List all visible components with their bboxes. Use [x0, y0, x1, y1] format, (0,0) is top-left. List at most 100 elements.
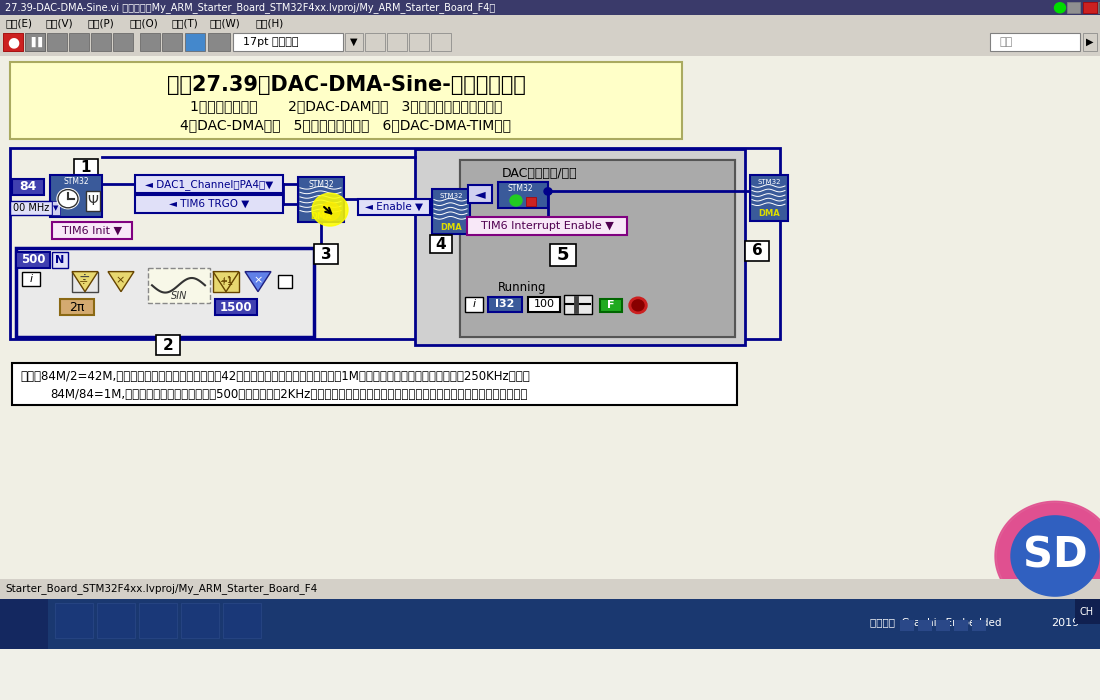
- FancyBboxPatch shape: [745, 241, 769, 260]
- FancyBboxPatch shape: [0, 30, 1100, 55]
- FancyBboxPatch shape: [314, 244, 338, 265]
- FancyBboxPatch shape: [564, 295, 592, 314]
- Text: 27.39-DAC-DMA-Sine.vi 程序框图（My_ARM_Starter_Board_STM32F4xx.lvproj/My_ARM_Starter_: 27.39-DAC-DMA-Sine.vi 程序框图（My_ARM_Starte…: [6, 2, 495, 13]
- Text: ▶: ▶: [1087, 37, 1093, 47]
- FancyBboxPatch shape: [52, 251, 68, 268]
- FancyBboxPatch shape: [148, 268, 210, 302]
- Text: STM32: STM32: [757, 179, 781, 186]
- Polygon shape: [1000, 506, 1100, 606]
- Text: ◄ DAC1_Channel（PA4）▼: ◄ DAC1_Channel（PA4）▼: [145, 178, 273, 190]
- Text: TIM6 Init ▼: TIM6 Init ▼: [62, 225, 122, 236]
- Polygon shape: [998, 503, 1100, 608]
- Text: Starter_Board_STM32F4xx.lvproj/My_ARM_Starter_Board_F4: Starter_Board_STM32F4xx.lvproj/My_ARM_St…: [6, 583, 317, 594]
- FancyBboxPatch shape: [3, 33, 23, 51]
- FancyBboxPatch shape: [0, 598, 1100, 649]
- Text: 500: 500: [21, 253, 45, 266]
- Polygon shape: [72, 272, 98, 292]
- Text: ÷: ÷: [78, 271, 89, 285]
- Text: 窗口(W): 窗口(W): [210, 18, 241, 28]
- Text: Ψ: Ψ: [88, 195, 98, 209]
- Text: DAC中断使能/关闭: DAC中断使能/关闭: [503, 167, 578, 180]
- Polygon shape: [245, 272, 271, 292]
- FancyBboxPatch shape: [97, 603, 135, 638]
- Text: STM32: STM32: [439, 193, 463, 199]
- FancyBboxPatch shape: [47, 33, 67, 51]
- Polygon shape: [213, 272, 239, 292]
- Text: F: F: [607, 300, 615, 310]
- Text: ▼: ▼: [53, 205, 58, 211]
- FancyBboxPatch shape: [223, 603, 261, 638]
- FancyBboxPatch shape: [139, 603, 177, 638]
- Text: CH: CH: [1080, 607, 1094, 617]
- Text: STM32: STM32: [507, 184, 532, 193]
- Text: 3: 3: [321, 247, 331, 262]
- FancyBboxPatch shape: [135, 195, 283, 214]
- FancyBboxPatch shape: [954, 620, 968, 631]
- Text: 1500: 1500: [220, 301, 252, 314]
- FancyBboxPatch shape: [10, 62, 682, 139]
- Text: 项目(P): 项目(P): [88, 18, 114, 28]
- FancyBboxPatch shape: [10, 200, 52, 215]
- FancyBboxPatch shape: [16, 251, 50, 268]
- Text: 2019: 2019: [1050, 618, 1079, 629]
- FancyBboxPatch shape: [528, 297, 560, 312]
- FancyBboxPatch shape: [182, 603, 219, 638]
- FancyBboxPatch shape: [55, 603, 94, 638]
- FancyBboxPatch shape: [550, 244, 576, 266]
- Text: SIN: SIN: [170, 291, 187, 301]
- FancyBboxPatch shape: [0, 15, 1100, 30]
- Text: +1: +1: [219, 276, 233, 286]
- Text: DMA: DMA: [440, 223, 462, 232]
- Text: 84M/84=1M,然后把正弦波量化点数设置为500，实际生成的2KHz的正弦波，跟理论值完全吻合，低频比较准确，高频一般有个上限值。: 84M/84=1M,然后把正弦波量化点数设置为500，实际生成的2KHz的正弦波…: [50, 389, 527, 401]
- Circle shape: [58, 190, 78, 208]
- Text: 100: 100: [534, 300, 554, 309]
- FancyBboxPatch shape: [156, 335, 180, 356]
- Text: 注意：84M/2=42M,然后一个周期的正弦波量化点数是42，那么理论上生成的正弦波应该是1M，但是由于器件原因，实际测试是250KHz左右；: 注意：84M/2=42M,然后一个周期的正弦波量化点数是42，那么理论上生成的正…: [20, 370, 530, 383]
- Text: 操作(O): 操作(O): [130, 18, 158, 28]
- FancyBboxPatch shape: [1067, 2, 1080, 13]
- FancyBboxPatch shape: [432, 189, 470, 234]
- FancyBboxPatch shape: [113, 33, 133, 51]
- FancyBboxPatch shape: [162, 33, 182, 51]
- FancyBboxPatch shape: [0, 579, 1100, 598]
- FancyBboxPatch shape: [358, 199, 430, 215]
- FancyBboxPatch shape: [365, 33, 385, 51]
- Text: 工具(T): 工具(T): [172, 18, 199, 28]
- Text: 1、定时器初始化       2、DAC-DAM配置   3、准备好一个周期正弦波: 1、定时器初始化 2、DAC-DAM配置 3、准备好一个周期正弦波: [190, 99, 503, 113]
- Text: 4: 4: [436, 237, 447, 252]
- FancyBboxPatch shape: [468, 217, 627, 235]
- FancyBboxPatch shape: [0, 55, 1100, 584]
- FancyBboxPatch shape: [460, 160, 735, 337]
- Text: ◄ TIM6 TRGO ▼: ◄ TIM6 TRGO ▼: [169, 199, 249, 209]
- FancyBboxPatch shape: [460, 160, 735, 337]
- FancyBboxPatch shape: [1075, 598, 1100, 624]
- FancyBboxPatch shape: [918, 620, 932, 631]
- Text: ◄: ◄: [475, 187, 485, 201]
- FancyBboxPatch shape: [526, 197, 536, 206]
- FancyBboxPatch shape: [52, 200, 60, 215]
- FancyBboxPatch shape: [12, 363, 737, 405]
- Text: 00 MHz: 00 MHz: [13, 203, 50, 213]
- FancyBboxPatch shape: [345, 33, 363, 51]
- FancyBboxPatch shape: [135, 175, 283, 193]
- Text: 1: 1: [80, 160, 91, 175]
- FancyBboxPatch shape: [1084, 33, 1097, 51]
- FancyBboxPatch shape: [213, 272, 239, 292]
- FancyBboxPatch shape: [430, 235, 452, 253]
- FancyBboxPatch shape: [600, 299, 621, 312]
- Text: 搜索: 搜索: [1000, 37, 1013, 47]
- FancyBboxPatch shape: [185, 33, 205, 51]
- Text: DMA: DMA: [758, 209, 780, 218]
- Circle shape: [320, 202, 340, 220]
- Text: ÷: ÷: [79, 276, 89, 286]
- FancyBboxPatch shape: [498, 182, 548, 208]
- Circle shape: [312, 193, 348, 226]
- Text: 文件(E): 文件(E): [6, 18, 32, 28]
- Text: 84: 84: [20, 181, 36, 193]
- Circle shape: [632, 300, 644, 311]
- Text: 帮助(H): 帮助(H): [255, 18, 284, 28]
- Text: DMA: DMA: [310, 212, 332, 221]
- Text: ×: ×: [253, 276, 263, 286]
- FancyBboxPatch shape: [16, 248, 313, 337]
- Text: TIM6 Interrupt Enable ▼: TIM6 Interrupt Enable ▼: [481, 221, 614, 231]
